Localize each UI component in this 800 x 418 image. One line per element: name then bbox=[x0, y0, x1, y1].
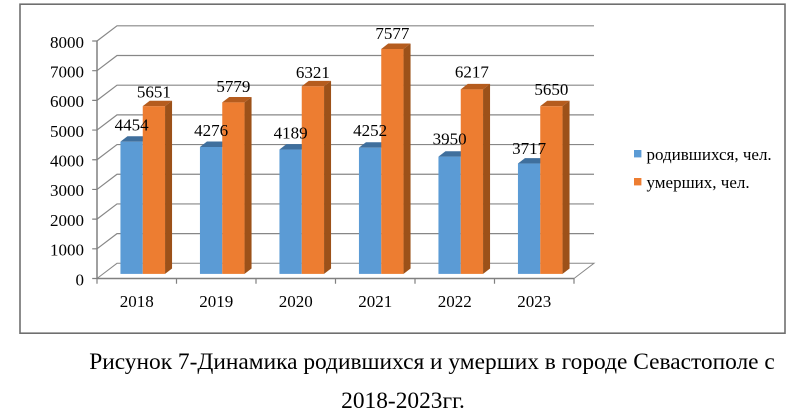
svg-text:Рисунок 7-Динамика родившихся: Рисунок 7-Динамика родившихся и умерших … bbox=[89, 349, 775, 375]
svg-text:1000: 1000 bbox=[50, 241, 84, 260]
svg-text:5000: 5000 bbox=[50, 122, 84, 141]
svg-text:4276: 4276 bbox=[194, 121, 228, 140]
svg-text:8000: 8000 bbox=[50, 33, 84, 52]
svg-text:6000: 6000 bbox=[50, 92, 84, 111]
svg-text:4000: 4000 bbox=[50, 152, 84, 171]
svg-text:4252: 4252 bbox=[353, 121, 387, 140]
svg-text:4189: 4189 bbox=[274, 124, 308, 143]
svg-text:6321: 6321 bbox=[296, 63, 330, 82]
svg-text:2022: 2022 bbox=[438, 292, 472, 311]
svg-text:2019: 2019 bbox=[199, 292, 233, 311]
svg-text:умерших, чел.: умерших, чел. bbox=[647, 173, 750, 192]
svg-text:7000: 7000 bbox=[50, 63, 84, 82]
svg-text:6217: 6217 bbox=[455, 63, 490, 82]
svg-text:2021: 2021 bbox=[358, 292, 392, 311]
svg-text:5779: 5779 bbox=[216, 77, 250, 96]
svg-text:3717: 3717 bbox=[512, 139, 547, 158]
svg-text:2018: 2018 bbox=[120, 292, 154, 311]
svg-text:7577: 7577 bbox=[375, 24, 410, 43]
svg-text:3950: 3950 bbox=[433, 130, 467, 149]
svg-text:3000: 3000 bbox=[50, 181, 84, 200]
svg-text:2018-2023гг.: 2018-2023гг. bbox=[341, 388, 465, 413]
svg-text:5650: 5650 bbox=[534, 80, 568, 99]
svg-text:0: 0 bbox=[76, 270, 85, 289]
svg-text:родившихся, чел.: родившихся, чел. bbox=[647, 145, 772, 164]
svg-text:4454: 4454 bbox=[115, 116, 150, 135]
svg-text:2020: 2020 bbox=[279, 292, 313, 311]
svg-text:5651: 5651 bbox=[137, 82, 171, 101]
svg-text:2023: 2023 bbox=[517, 292, 551, 311]
svg-text:2000: 2000 bbox=[50, 211, 84, 230]
